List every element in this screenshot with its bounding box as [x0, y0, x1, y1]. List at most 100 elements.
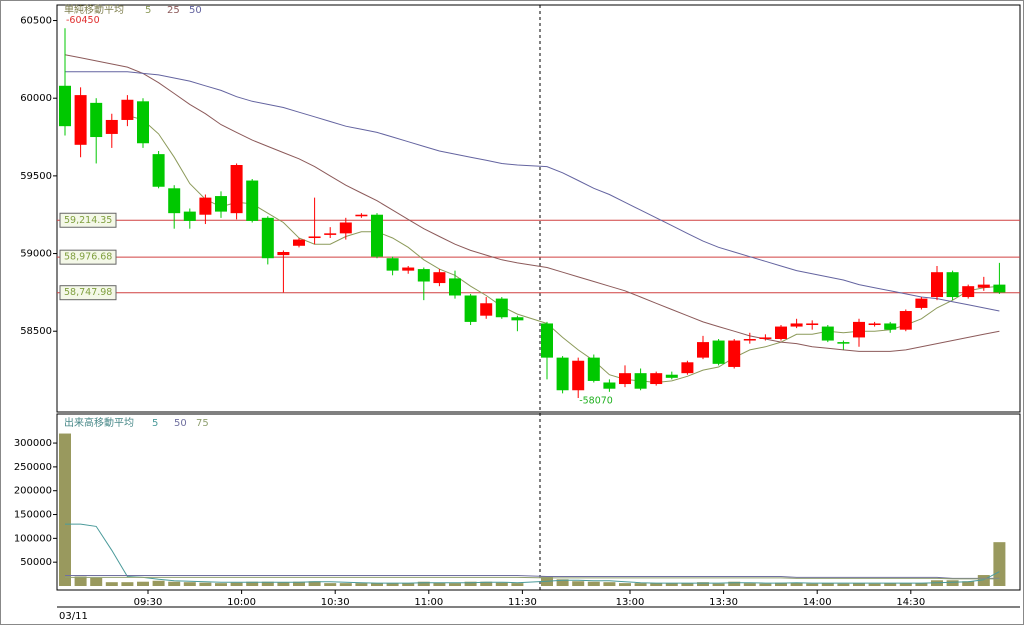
- candle-body: [603, 382, 616, 389]
- candle-body: [59, 85, 71, 127]
- volume-bar: [853, 583, 865, 586]
- date-label: 03/11: [59, 611, 88, 622]
- candle-body: [993, 284, 1006, 293]
- candle-body: [121, 99, 134, 120]
- price-pane: [56, 4, 1021, 413]
- volume-legend-entry: 50: [174, 418, 187, 429]
- level-label: 58,747.98: [64, 287, 112, 298]
- candle-body: [449, 278, 461, 296]
- candle-body: [697, 342, 709, 358]
- volume-bar: [977, 575, 990, 586]
- x-tick-label: 09:30: [134, 597, 163, 608]
- legend-entry: 5: [145, 5, 151, 16]
- volume-ma-line: [65, 575, 1000, 579]
- volume-legend-title: 出来高移動平均: [64, 416, 134, 429]
- volume-bar: [449, 583, 461, 586]
- volume-bar: [821, 583, 834, 586]
- candle-body: [681, 362, 694, 374]
- volume-bar: [619, 583, 631, 586]
- volume-bar: [59, 433, 71, 586]
- volume-bar: [993, 542, 1006, 586]
- volume-bar: [464, 581, 477, 586]
- volume-bar: [962, 581, 975, 586]
- volume-bar: [775, 582, 787, 586]
- volume-bar: [634, 583, 647, 586]
- volume-bar: [183, 582, 196, 586]
- candle-body: [946, 272, 959, 298]
- candle-body: [915, 298, 928, 308]
- volume-bar: [495, 582, 508, 586]
- candle-body: [433, 272, 446, 284]
- candle-body: [417, 269, 430, 282]
- volume-bar: [712, 583, 725, 586]
- candle-body: [355, 214, 368, 217]
- candle-body: [775, 326, 787, 339]
- volume-bar: [168, 581, 181, 586]
- y-tick-label: 58500: [20, 326, 52, 337]
- legend-title: 単純移動平均: [64, 3, 124, 16]
- candle-body: [806, 323, 819, 326]
- candle-body: [884, 323, 897, 330]
- volume-legend-entry: 5: [152, 418, 158, 429]
- volume-legend-entry: 75: [196, 418, 209, 429]
- candle-body: [962, 286, 975, 298]
- volume-bar: [339, 583, 352, 586]
- volume-bar: [650, 583, 663, 586]
- volume-y-tick-label: 300000: [14, 438, 52, 449]
- x-tick-label: 13:00: [616, 597, 645, 608]
- volume-bar: [386, 583, 399, 586]
- candle-body: [728, 340, 741, 367]
- candle-body: [587, 357, 600, 381]
- candle-body: [74, 95, 87, 145]
- candle-body: [402, 267, 415, 271]
- level-label: 59,214.35: [64, 215, 112, 226]
- volume-bar: [665, 583, 678, 586]
- candle-body: [556, 357, 569, 391]
- candle-body: [665, 374, 678, 378]
- volume-bar: [915, 583, 928, 586]
- candle-body: [324, 233, 337, 235]
- candle-body: [495, 298, 508, 318]
- candle-body: [541, 323, 553, 358]
- volume-bar: [199, 582, 212, 586]
- candle-body: [790, 323, 803, 327]
- volume-bar: [277, 582, 290, 586]
- volume-bar: [105, 582, 118, 586]
- candle-body: [837, 342, 850, 344]
- y-tick-label: 60000: [20, 93, 52, 104]
- volume-bar: [355, 583, 368, 586]
- volume-bar: [121, 582, 134, 586]
- volume-bar: [556, 579, 569, 586]
- volume-y-tick-label: 50000: [20, 557, 52, 568]
- candle-body: [743, 338, 756, 341]
- candle-body: [230, 165, 243, 214]
- volume-bar: [806, 583, 819, 586]
- volume-bar: [433, 582, 446, 586]
- volume-bar: [837, 583, 850, 586]
- ma-line: [64, 54, 1000, 352]
- volume-y-tick-label: 250000: [14, 462, 52, 473]
- volume-bar: [728, 581, 741, 586]
- x-tick-label: 11:30: [508, 597, 537, 608]
- candle-body: [277, 251, 290, 256]
- volume-bar: [603, 582, 616, 586]
- annotation: -58070: [579, 396, 613, 407]
- volume-bar: [371, 583, 383, 586]
- candle-body: [183, 211, 196, 221]
- level-label: 58,976.68: [64, 252, 112, 263]
- candle-body: [899, 311, 912, 330]
- legend-entry: 25: [167, 5, 180, 16]
- volume-ma-line: [65, 576, 1000, 580]
- candle-body: [572, 360, 585, 391]
- candle-body: [480, 303, 493, 316]
- candle-body: [105, 119, 118, 134]
- volume-ma-line: [65, 523, 1000, 584]
- x-tick-label: 10:30: [321, 597, 350, 608]
- volume-y-tick-label: 200000: [14, 486, 52, 497]
- candle-body: [371, 214, 383, 257]
- volume-bar: [759, 583, 772, 586]
- candle-body: [821, 326, 834, 341]
- volume-bar: [480, 581, 493, 586]
- volume-bar: [587, 581, 600, 586]
- candle-body: [339, 222, 352, 234]
